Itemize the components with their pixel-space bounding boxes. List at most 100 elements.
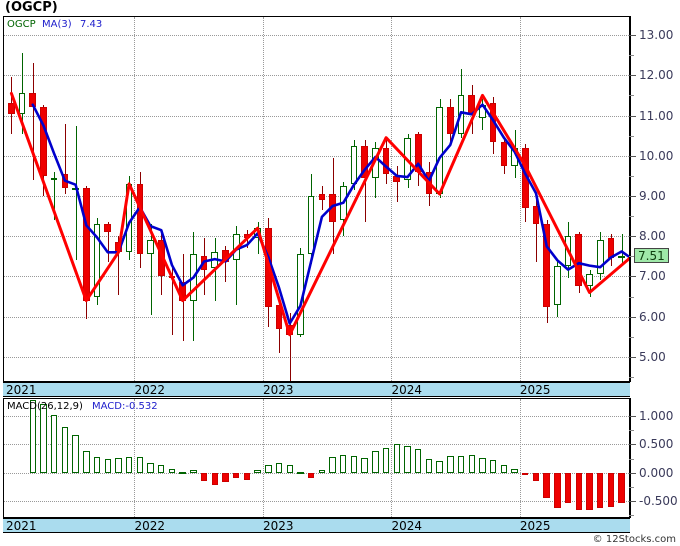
- macd-bar: [222, 472, 229, 482]
- candle-body: [575, 234, 583, 287]
- candle-body: [521, 147, 529, 209]
- candle-body: [82, 187, 90, 301]
- price-chart-panel[interactable]: OGCP MA(3) 7.43: [3, 16, 630, 382]
- macd-bar: [286, 464, 293, 473]
- candle-wick: [290, 312, 291, 381]
- candle-body: [554, 266, 561, 305]
- macd-bar: [447, 455, 454, 473]
- price-axis-minor-tick: [629, 216, 634, 218]
- macd-bar: [265, 464, 272, 473]
- candle-wick: [151, 224, 152, 315]
- price-gridline-h: [4, 35, 629, 37]
- candle-body: [318, 193, 326, 200]
- candle-body: [136, 183, 144, 255]
- candle-body: [607, 238, 615, 259]
- candle-wick: [397, 165, 398, 202]
- price-axis-minor-tick: [629, 296, 634, 298]
- candle-body: [286, 324, 294, 335]
- macd-bar: [115, 458, 122, 473]
- price-axis-label: 12.00: [639, 68, 674, 83]
- candle-body: [254, 228, 261, 239]
- macd-bar: [50, 414, 58, 473]
- candle-body: [8, 103, 15, 114]
- candle-body: [596, 240, 604, 275]
- macd-bar: [532, 472, 540, 481]
- candle-body: [179, 282, 186, 301]
- candle-body: [61, 173, 69, 188]
- candle-wick: [215, 238, 216, 301]
- price-axis-tick: [629, 155, 636, 157]
- price-axis-tick: [629, 276, 636, 278]
- candle-body: [479, 105, 486, 118]
- price-axis-minor-tick: [629, 175, 634, 177]
- macd-bar: [415, 448, 422, 473]
- macd-bar: [104, 458, 111, 473]
- macd-axis-label: 0.500: [639, 437, 674, 452]
- macd-bar: [307, 472, 315, 478]
- candle-body: [147, 240, 154, 255]
- macd-chart-panel[interactable]: MACD(26,12,9) MACD:-0.532: [3, 398, 630, 518]
- macd-bar: [500, 464, 508, 473]
- date-axis-label: 2021: [6, 383, 37, 397]
- macd-bar: [329, 456, 336, 473]
- candle-body: [436, 107, 443, 194]
- macd-axis-label: 1.000: [639, 409, 674, 424]
- macd-bar: [554, 472, 561, 508]
- price-gridline-v: [519, 17, 521, 381]
- candle-body: [425, 171, 433, 194]
- price-axis-tick: [629, 75, 636, 77]
- date-axis-label: 2021: [6, 519, 37, 533]
- macd-bar: [511, 469, 518, 473]
- price-gridline-v: [262, 17, 264, 381]
- candle-body: [264, 228, 272, 307]
- macd-bar: [61, 427, 69, 473]
- candle-body: [104, 224, 112, 233]
- macd-bar: [200, 472, 208, 482]
- candle-body: [586, 274, 593, 287]
- macd-gridline-v: [262, 399, 264, 517]
- price-axis-label: 11.00: [639, 108, 674, 123]
- candle-body: [297, 254, 304, 335]
- candle-body: [211, 252, 219, 269]
- price-axis-tick: [629, 356, 636, 358]
- candle-body: [414, 133, 422, 172]
- macd-axis-minor-tick: [629, 486, 634, 488]
- macd-bar: [350, 455, 358, 473]
- candle-body: [618, 255, 625, 259]
- macd-gridline-v: [519, 399, 521, 517]
- candle-wick: [258, 222, 259, 255]
- date-axis-label: 2023: [262, 383, 294, 397]
- candle-body: [468, 95, 476, 114]
- macd-axis-label: 0.000: [639, 465, 674, 480]
- candle-body: [18, 93, 26, 114]
- date-axis-label: 2022: [134, 519, 166, 533]
- candle-body: [393, 175, 401, 182]
- candle-body: [232, 234, 240, 261]
- candle-body: [29, 93, 37, 108]
- candle-wick: [247, 230, 248, 249]
- candle-wick: [33, 63, 34, 180]
- price-axis-minor-tick: [629, 55, 634, 57]
- macd-axis-line: [629, 398, 631, 518]
- macd-gridline-h: [4, 472, 629, 474]
- macd-bar: [29, 400, 36, 473]
- candle-body: [307, 195, 315, 255]
- price-axis-tick: [629, 316, 636, 318]
- macd-bar: [254, 469, 261, 473]
- macd-gridline-h: [4, 416, 629, 418]
- macd-bar: [136, 457, 144, 473]
- macd-bar: [168, 469, 176, 473]
- date-axis-label: 2022: [134, 383, 166, 397]
- macd-bar: [318, 469, 326, 473]
- candle-body: [339, 185, 347, 221]
- candle-wick: [76, 125, 77, 261]
- macd-bar: [190, 469, 197, 473]
- macd-bar: [489, 459, 497, 473]
- price-axis-minor-tick: [629, 376, 634, 378]
- candle-body: [40, 107, 47, 176]
- price-gridline-h: [4, 316, 629, 318]
- macd-bar: [83, 451, 90, 473]
- macd-axis-tick: [629, 416, 636, 418]
- macd-bar: [586, 472, 593, 511]
- price-axis-minor-tick: [629, 95, 634, 97]
